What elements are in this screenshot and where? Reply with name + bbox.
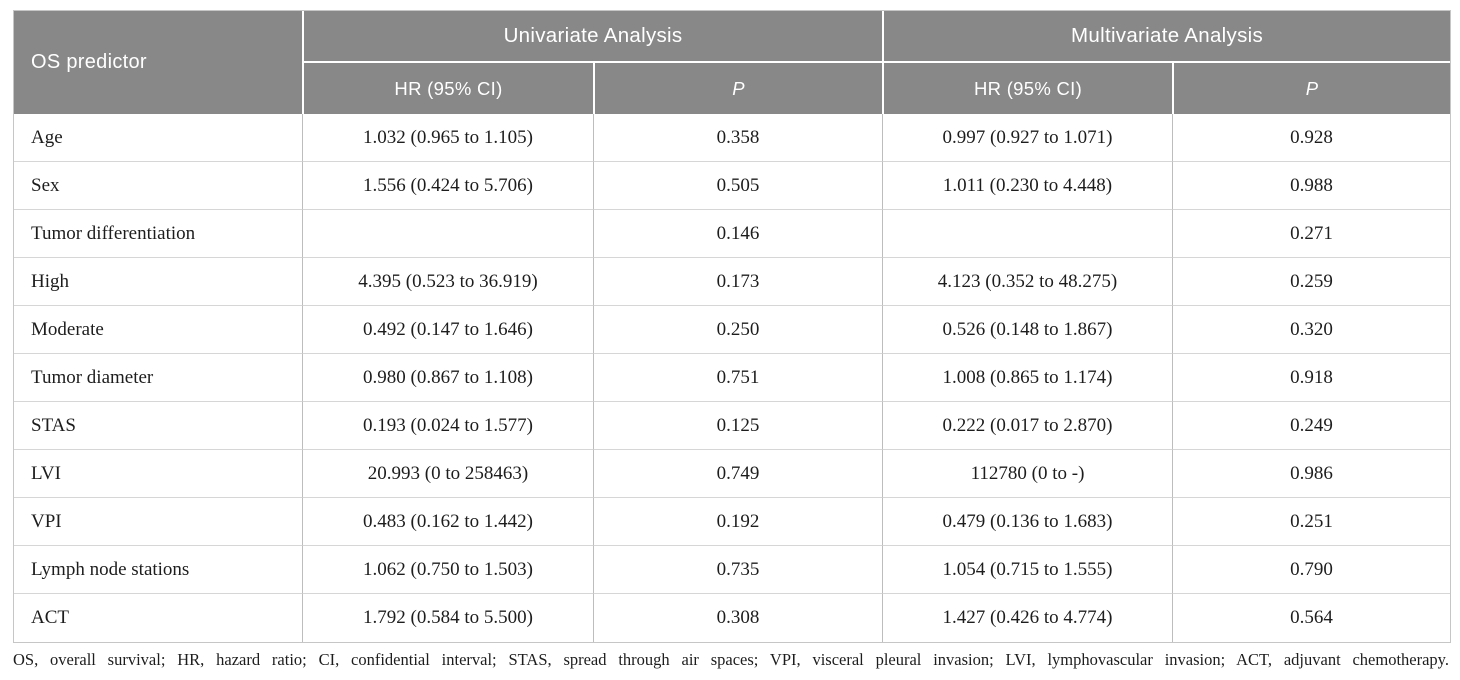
cell-uni-p: 0.735 [593,546,883,594]
cell-predictor: Lymph node stations [14,546,302,594]
cell-multi-p: 0.988 [1172,162,1451,210]
cell-predictor: Tumor differentiation [14,210,302,258]
header-multi-hr: HR (95% CI) [882,63,1173,114]
table-row: ACT 1.792 (0.584 to 5.500) 0.308 1.427 (… [14,594,1450,642]
header-sub-row: HR (95% CI) P HR (95% CI) P [14,63,1451,114]
cell-multi-hr: 1.427 (0.426 to 4.774) [882,594,1172,642]
table-row: Tumor diameter 0.980 (0.867 to 1.108) 0.… [14,354,1451,402]
cell-uni-hr: 20.993 (0 to 258463) [302,450,593,498]
cell-uni-p: 0.146 [593,210,883,258]
table-row: LVI 20.993 (0 to 258463) 0.749 112780 (0… [14,450,1451,498]
cell-multi-hr: 4.123 (0.352 to 48.275) [882,258,1173,306]
cell-predictor: Sex [14,162,302,210]
table-row: STAS 0.193 (0.024 to 1.577) 0.125 0.222 … [14,402,1451,450]
header-os-predictor: OS predictor [14,11,302,114]
cell-predictor: ACT [31,607,69,628]
cell-uni-p: 0.250 [593,306,883,354]
cell-uni-p: 0.125 [593,402,883,450]
cell-uni-hr [302,210,593,258]
table-row: Moderate 0.492 (0.147 to 1.646) 0.250 0.… [14,306,1451,354]
cell-uni-hr: 4.395 (0.523 to 36.919) [302,258,593,306]
cell-multi-hr: 0.222 (0.017 to 2.870) [882,402,1173,450]
cell-uni-hr: 0.492 (0.147 to 1.646) [302,306,593,354]
cell-multi-p: 0.790 [1172,546,1451,594]
cell-multi-hr [882,210,1173,258]
header-uni-p: P [593,63,883,114]
cell-uni-p: 0.192 [593,498,883,546]
cell-multi-hr: 0.479 (0.136 to 1.683) [882,498,1173,546]
table-header: OS predictor Univariate Analysis Multiva… [14,11,1451,114]
cell-predictor: LVI [14,450,302,498]
cell-multi-p: 0.271 [1172,210,1451,258]
cell-uni-hr: 1.032 (0.965 to 1.105) [302,114,593,162]
cell-uni-p: 0.751 [593,354,883,402]
header-uni-hr: HR (95% CI) [302,63,593,114]
cell-multi-p: 0.928 [1172,114,1451,162]
cell-uni-hr: 0.980 (0.867 to 1.108) [302,354,593,402]
cell-predictor: VPI [14,498,302,546]
cell-predictor: High [14,258,302,306]
cell-multi-p: 0.918 [1172,354,1451,402]
cell-predictor: Age [14,114,302,162]
cell-multi-p: 0.986 [1172,450,1451,498]
results-table: OS predictor Univariate Analysis Multiva… [13,10,1452,643]
cell-uni-hr: 1.792 (0.584 to 5.500) [302,594,593,642]
cell-uni-p: 0.173 [593,258,883,306]
cell-uni-p: 0.308 [593,594,882,642]
cell-uni-hr: 0.483 (0.162 to 1.442) [302,498,593,546]
header-univariate-analysis: Univariate Analysis [302,11,883,63]
cell-multi-p: 0.320 [1172,306,1451,354]
cell-uni-hr: 0.193 (0.024 to 1.577) [302,402,593,450]
header-multi-p: P [1172,63,1451,114]
cell-uni-p: 0.358 [593,114,883,162]
cell-multi-p: 0.259 [1172,258,1451,306]
cell-multi-hr: 1.008 (0.865 to 1.174) [882,354,1173,402]
table-body: Age 1.032 (0.965 to 1.105) 0.358 0.997 (… [14,114,1451,642]
cell-multi-hr: 112780 (0 to -) [882,450,1173,498]
table-row: Sex 1.556 (0.424 to 5.706) 0.505 1.011 (… [14,162,1451,210]
results-table-container: OS predictor Univariate Analysis Multiva… [13,10,1452,643]
cell-uni-hr: 1.062 (0.750 to 1.503) [302,546,593,594]
cell-multi-p: 0.249 [1172,402,1451,450]
cell-multi-p: 0.564 [1172,594,1450,642]
cell-uni-hr: 1.556 (0.424 to 5.706) [302,162,593,210]
footnote: OS, overall survival; HR, hazard ratio; … [13,650,1449,669]
table-row: VPI 0.483 (0.162 to 1.442) 0.192 0.479 (… [14,498,1451,546]
header-multivariate-analysis: Multivariate Analysis [882,11,1451,63]
cell-uni-p: 0.749 [593,450,883,498]
cell-uni-p: 0.505 [593,162,883,210]
cell-multi-hr: 1.054 (0.715 to 1.555) [882,546,1173,594]
cell-multi-p: 0.251 [1172,498,1451,546]
cell-multi-hr: 1.011 (0.230 to 4.448) [882,162,1173,210]
table-row: Tumor differentiation 0.146 0.271 [14,210,1451,258]
table-row: Age 1.032 (0.965 to 1.105) 0.358 0.997 (… [14,114,1451,162]
cell-predictor: Moderate [14,306,302,354]
table-row: High 4.395 (0.523 to 36.919) 0.173 4.123… [14,258,1451,306]
header-group-row: OS predictor Univariate Analysis Multiva… [14,11,1451,114]
cell-multi-hr: 0.526 (0.148 to 1.867) [882,306,1173,354]
cell-multi-hr: 0.997 (0.927 to 1.071) [882,114,1173,162]
cell-predictor: Tumor diameter [14,354,302,402]
table-row: Lymph node stations 1.062 (0.750 to 1.50… [14,546,1451,594]
cell-predictor: STAS [14,402,302,450]
